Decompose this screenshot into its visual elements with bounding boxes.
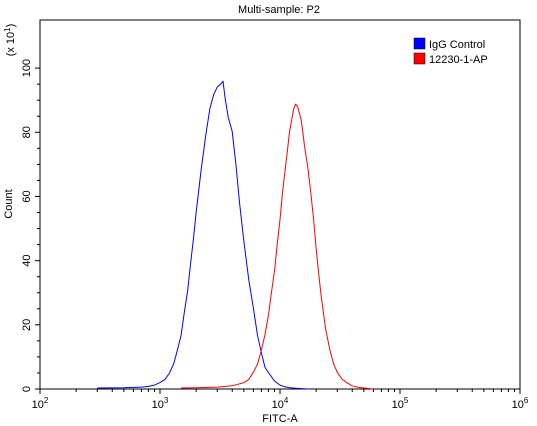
- x-tick-label: 104: [272, 396, 289, 411]
- x-tick-label: 106: [512, 396, 529, 411]
- y-tick-label: 80: [21, 126, 33, 138]
- y-axis-label: Count: [3, 189, 15, 218]
- y-tick-label: 60: [21, 190, 33, 202]
- x-tick-label: 102: [32, 396, 49, 411]
- series-line-12230-1-ap: [181, 103, 374, 390]
- x-axis-label: FITC-A: [262, 413, 298, 425]
- x-tick-label: 103: [152, 396, 169, 411]
- legend-label-12230-1-ap: 12230-1-AP: [429, 54, 488, 66]
- y-tick-label: 100: [21, 59, 33, 77]
- legend: IgG Control 12230-1-AP: [413, 37, 488, 66]
- y-tick-label: 40: [21, 255, 33, 267]
- series-line-igg-control: [97, 80, 308, 390]
- x-tick-label: 105: [392, 396, 409, 411]
- legend-label-igg-control: IgG Control: [429, 39, 485, 51]
- y-tick-label: 0: [21, 386, 33, 392]
- chart-title: Multi-sample: P2: [238, 4, 320, 16]
- y-axis-ticks: 0 20 40 60 80 100: [21, 59, 40, 392]
- y-tick-label: 20: [21, 319, 33, 331]
- plot-area-frame: [39, 19, 521, 390]
- series-layer: [97, 80, 374, 390]
- legend-swatch-igg-control: [413, 37, 426, 50]
- legend-swatch-12230-1-ap: [413, 52, 426, 65]
- x-axis-ticks: 102 103 104 105 106: [32, 389, 529, 411]
- y-multiplier-label: (x 101): [3, 24, 17, 57]
